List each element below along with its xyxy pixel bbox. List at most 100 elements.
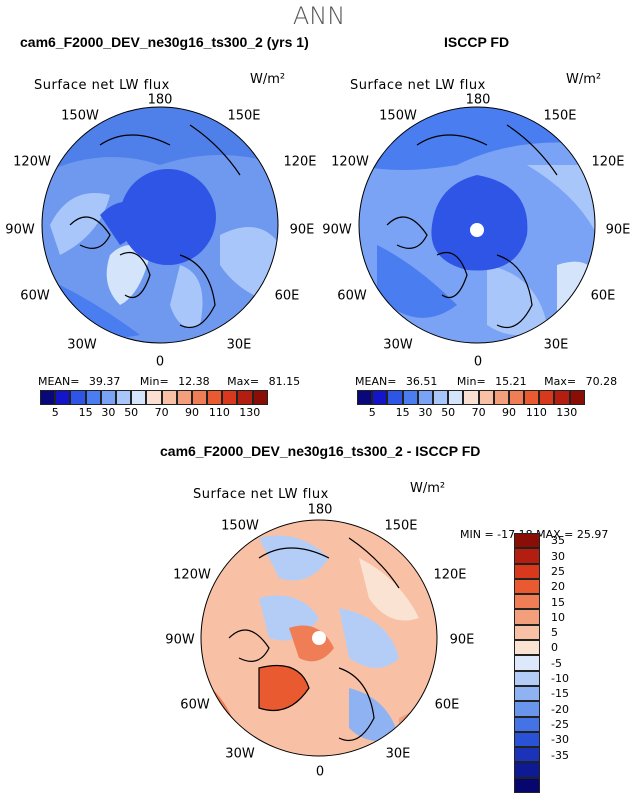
colorbar-swatch (514, 731, 540, 748)
mean-value: 36.51 (405, 375, 438, 388)
colorbar-tick-label: -20 (551, 702, 569, 716)
colorbar-tick-label: 130 (556, 406, 578, 419)
colorbar-swatch (514, 533, 540, 549)
lon-label: 120E (591, 154, 625, 170)
colorbar-swatch (100, 390, 116, 405)
colorbar-swatch (514, 624, 540, 641)
colorbar-tick-label: 15 (551, 595, 565, 609)
colorbar-tick-label: 25 (551, 564, 565, 578)
panel-2-units: W/m² (566, 72, 602, 87)
min-label: Min= (139, 375, 169, 388)
colorbar-swatch (402, 390, 418, 405)
lon-label: 180 (307, 502, 333, 518)
lon-label: 120E (283, 154, 317, 170)
lon-label: 30W (67, 337, 97, 353)
lon-label: 90E (449, 632, 475, 648)
colorbar-tick-label: 90 (502, 406, 516, 419)
colorbar-swatch (207, 390, 223, 405)
colorbar-swatch (514, 655, 540, 671)
colorbar-swatch (85, 390, 101, 405)
lon-label: 30E (543, 337, 569, 353)
colorbar-tick-label: 50 (124, 406, 139, 419)
colorbar-tick-label: -15 (551, 687, 569, 701)
colorbar-tick-label: -25 (551, 717, 569, 731)
colorbar-tick-label: 110 (208, 406, 230, 419)
colorbar-swatch (514, 548, 540, 564)
colorbar-swatch (514, 640, 540, 656)
panel-3-map-title: Surface net LW flux (193, 487, 329, 502)
lon-label: 0 (155, 354, 165, 370)
colorbar-tick-label: 5 (368, 406, 376, 419)
colorbar-swatch (569, 390, 585, 405)
lon-label: 30W (225, 746, 255, 762)
colorbar-tick-label: 30 (101, 406, 116, 419)
colorbar-tick-label: 70 (471, 406, 486, 419)
colorbar-swatch (55, 390, 71, 405)
colorbar-tick-label: 130 (239, 406, 261, 419)
lon-label: 0 (473, 354, 483, 370)
max-label: Max= (227, 375, 260, 388)
max-label: Max= (544, 375, 577, 388)
colorbar-tick-label: 50 (441, 406, 456, 419)
panel-2-colorbar: 5 15 30 50 70 90 110 130 (357, 390, 585, 419)
page-title: ANN (292, 2, 346, 30)
colorbar-swatch (115, 390, 132, 405)
colorbar-swatch (372, 390, 388, 405)
colorbar-swatch (514, 670, 540, 686)
colorbar-swatch (514, 578, 540, 595)
colorbar-swatch (514, 594, 540, 610)
lon-label: 60W (180, 697, 210, 713)
colorbar-swatch (161, 390, 177, 405)
colorbar-swatch (554, 390, 570, 405)
colorbar-tick-label: -30 (551, 733, 569, 747)
panel-2-polar-map (358, 106, 596, 344)
colorbar-swatch (514, 563, 540, 579)
panel-3-units: W/m² (410, 481, 446, 496)
colorbar-tick-label: 35 (551, 534, 565, 548)
colorbar-swatch (514, 747, 540, 763)
lon-label: 60E (590, 288, 616, 304)
lon-label: 180 (465, 92, 491, 108)
colorbar-swatch (237, 390, 253, 405)
colorbar-tick-label: 10 (551, 610, 565, 624)
colorbar-tick-label: 5 (51, 406, 59, 419)
colorbar-tick-label: 20 (551, 580, 565, 594)
colorbar-swatch (387, 390, 403, 405)
colorbar-swatch (448, 390, 464, 405)
colorbar-tick-label: 15 (78, 406, 93, 419)
lon-label: 90E (289, 222, 315, 238)
colorbar-swatch (357, 390, 373, 405)
panel-2-map-title: Surface net LW flux (350, 78, 486, 93)
min-value: 12.38 (178, 375, 210, 388)
colorbar-tick-label: 0 (551, 641, 558, 655)
colorbar-tick-label: 30 (551, 549, 565, 563)
lon-label: 90W (322, 222, 352, 238)
colorbar-swatch (70, 390, 86, 405)
lon-label: 90W (5, 222, 35, 238)
mean-label: MEAN= (355, 375, 397, 388)
colorbar-swatch (478, 390, 494, 405)
lon-label: 0 (315, 764, 325, 780)
panel-3-title: cam6_F2000_DEV_ne30g16_ts300_2 - ISCCP F… (160, 443, 481, 459)
lon-label: 90W (165, 632, 195, 648)
colorbar-swatch (222, 390, 238, 405)
lon-label: 30E (385, 746, 411, 762)
colorbar-swatch (176, 390, 192, 405)
colorbar-swatch (40, 390, 56, 405)
colorbar-swatch (514, 609, 540, 625)
lon-label: 60E (434, 697, 460, 713)
colorbar-tick-label: -5 (551, 656, 562, 670)
lon-label: 150E (227, 108, 261, 124)
colorbar-swatch (539, 390, 555, 405)
min-label: Min= (456, 375, 486, 388)
colorbar-tick-label: 70 (154, 406, 169, 419)
lon-label: 120E (433, 567, 467, 583)
lon-label: 60E (274, 288, 300, 304)
colorbar-tick-label: 30 (418, 406, 433, 419)
panel-3-colorbar (514, 533, 540, 793)
colorbar-swatch (252, 390, 268, 405)
lon-label: 150W (221, 518, 259, 534)
colorbar-swatch (432, 390, 449, 405)
colorbar-tick-label: 90 (185, 406, 199, 419)
colorbar-swatch (146, 390, 162, 405)
